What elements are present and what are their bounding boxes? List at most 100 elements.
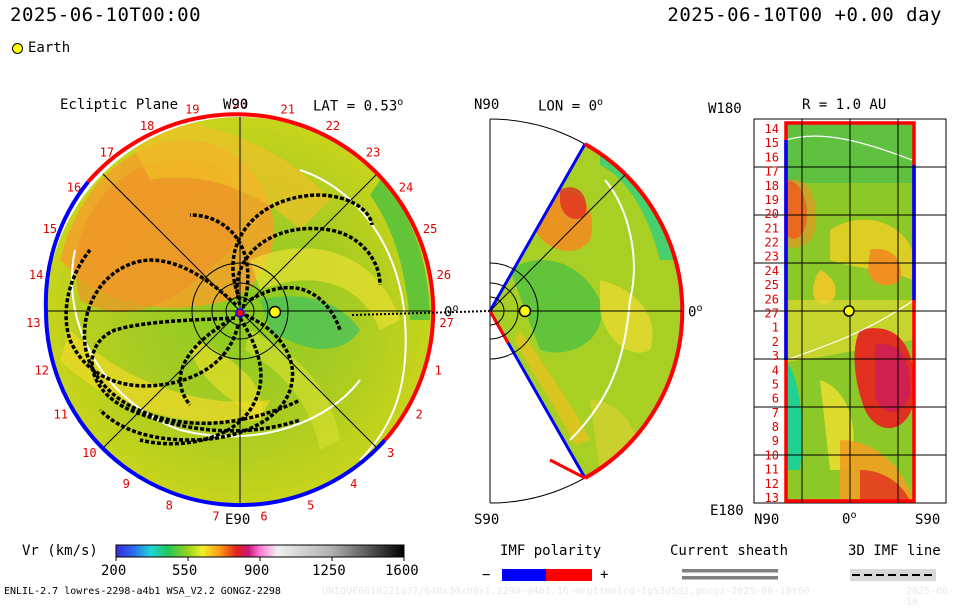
meridional-zero-degree: o — [696, 303, 703, 314]
rotation-label: 1 — [435, 363, 442, 377]
synoptic-y-label: 15 — [765, 136, 779, 150]
synoptic-y-label: 1 — [772, 321, 779, 335]
earth-marker-icon — [12, 42, 23, 54]
ecliptic-speed-field — [46, 117, 434, 505]
rotation-label: 15 — [43, 222, 57, 236]
imf-line-label: 3D IMF line — [848, 543, 941, 559]
rotation-label: 23 — [366, 145, 380, 159]
synoptic-y-label: 7 — [772, 406, 779, 420]
ecliptic-zero-value: 0 — [444, 304, 453, 321]
synoptic-y-label: 23 — [765, 250, 779, 264]
footer-run: UNIQUE0610221a37/640x30x90x1.2298-a4b1.1… — [322, 586, 810, 597]
earth-legend-label: Earth — [28, 40, 71, 56]
colorbar — [115, 544, 405, 558]
synoptic-y-label: 24 — [765, 264, 779, 278]
rotation-label: 7 — [212, 510, 219, 524]
synoptic-y-label: 22 — [765, 236, 779, 250]
meridional-zero-label: 0o — [688, 303, 702, 321]
synoptic-y-label: 10 — [765, 448, 779, 462]
lon-value: LON = 0 — [538, 98, 598, 115]
footer-date: 2025-06-10 — [906, 586, 955, 608]
colorbar-tick-900: 900 — [244, 563, 270, 579]
synoptic-x-zero-value: 0 — [842, 511, 851, 528]
rotation-label: 9 — [123, 477, 130, 491]
synoptic-y-label: 17 — [765, 165, 779, 179]
imf-negative-swatch — [502, 569, 546, 581]
synoptic-y-label: 20 — [765, 207, 779, 221]
meridional-lon-label: LON = 0o — [538, 97, 603, 115]
synoptic-y-label: 8 — [772, 420, 779, 434]
ecliptic-zero-label: 0o — [444, 303, 458, 321]
synoptic-bottom-left: E180 — [710, 503, 744, 519]
right-timestamp: 2025-06-10T00 +0.00 day — [667, 4, 942, 26]
rotation-label: 14 — [29, 268, 43, 282]
rotation-label: 12 — [34, 363, 48, 377]
sun-marker — [235, 308, 245, 318]
synoptic-map-panel: 1415161718192021222324252627123456789101… — [753, 118, 947, 505]
colorbar-tick-1250: 1250 — [312, 563, 346, 579]
colorbar-ticks — [115, 557, 405, 561]
earth-line — [351, 310, 491, 316]
carrington-labels: 20 21222324252627123456789101112131415161… — [26, 97, 454, 524]
left-timestamp: 2025-06-10T00:00 — [10, 4, 202, 26]
meridional-top-axis: N90 — [474, 97, 500, 113]
imf-polarity-label: IMF polarity — [500, 543, 602, 559]
synoptic-y-label: 18 — [765, 179, 779, 193]
current-sheath-label: Current sheath — [670, 543, 789, 559]
rotation-label: 20 — [233, 97, 247, 111]
ecliptic-rim-positive — [86, 112, 436, 442]
synoptic-x-label-n90: N90 — [754, 512, 780, 528]
meridional-bottom-axis: S90 — [474, 512, 500, 528]
rotation-label: 26 — [437, 268, 451, 282]
rotation-label: 17 — [100, 145, 114, 159]
synoptic-y-labels: 1415161718192021222324252627123456789101… — [765, 122, 779, 505]
synoptic-y-label: 5 — [772, 378, 779, 392]
synoptic-y-label: 2 — [772, 335, 779, 349]
ecliptic-lat-label: LAT = 0.53o — [313, 97, 403, 115]
rotation-label: 18 — [140, 119, 154, 133]
meridional-plane-panel — [488, 118, 685, 504]
synoptic-y-label: 9 — [772, 434, 779, 448]
rotation-label: 24 — [399, 180, 413, 194]
synoptic-y-label: 25 — [765, 278, 779, 292]
synoptic-y-label: 6 — [772, 392, 779, 406]
lat-value: LAT = 0.53 — [313, 98, 398, 115]
imf-spiral-lines — [64, 193, 382, 446]
meridional-zero-value: 0 — [688, 304, 697, 321]
synoptic-y-label: 19 — [765, 193, 779, 207]
colorbar-label: Vr (km/s) — [22, 543, 98, 559]
synoptic-y-label: 21 — [765, 221, 779, 235]
rotation-label: 10 — [82, 446, 96, 460]
rotation-label: 22 — [326, 119, 340, 133]
rotation-label: 27 — [439, 316, 453, 330]
earth-marker-ecliptic — [268, 305, 282, 319]
rotation-label: 16 — [67, 180, 81, 194]
synoptic-r-label: R = 1.0 AU — [802, 97, 887, 113]
rotation-label: 19 — [185, 103, 199, 117]
earth-marker-meridional — [518, 304, 532, 318]
synoptic-x-zero-degree: o — [850, 510, 857, 521]
rotation-label: 6 — [260, 510, 267, 524]
imf-minus-label: − — [482, 567, 491, 583]
synoptic-y-label: 3 — [772, 349, 779, 363]
rotation-label: 8 — [166, 499, 173, 513]
imf-plus-label: + — [600, 567, 609, 583]
synoptic-y-label: 14 — [765, 122, 779, 136]
synoptic-y-label: 27 — [765, 307, 779, 321]
colorbar-tick-1600: 1600 — [385, 563, 419, 579]
synoptic-y-label: 4 — [772, 363, 779, 377]
footer-model: ENLIL-2.7 lowres-2298-a4b1 WSA_V2.2 GONG… — [4, 586, 281, 597]
synoptic-x-label-0: 0o — [842, 510, 856, 528]
rotation-label: 21 — [280, 103, 294, 117]
current-sheath-swatch — [682, 569, 778, 573]
rotation-label: 11 — [53, 408, 67, 422]
ecliptic-top-axis: W90 — [223, 97, 249, 113]
ecliptic-plane-panel: 20 21222324252627123456789101112131415161… — [26, 97, 491, 524]
synoptic-y-label: 16 — [765, 150, 779, 164]
earth-marker-synoptic — [843, 305, 855, 317]
colorbar-tick-200: 200 — [101, 563, 127, 579]
synoptic-x-label-s90: S90 — [915, 512, 941, 528]
rotation-label: 3 — [387, 446, 394, 460]
rotation-label: 25 — [423, 222, 437, 236]
